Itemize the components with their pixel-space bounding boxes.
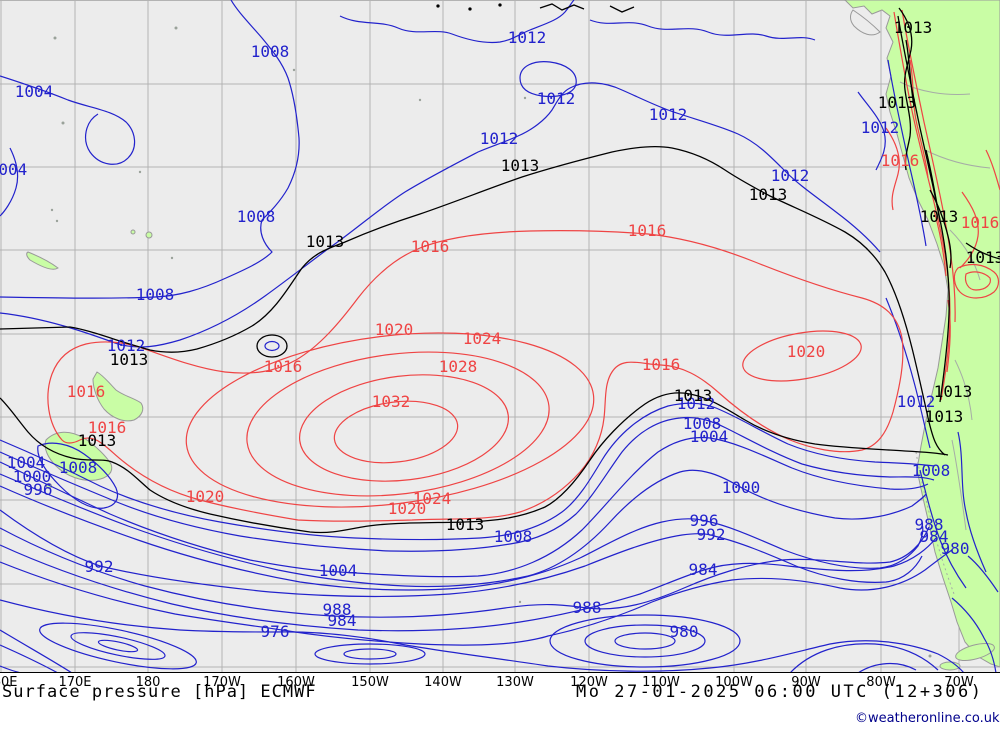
xtick-80W: 80W [866, 675, 896, 690]
isobar-label-1008: 1008 [135, 285, 175, 304]
land-new-caledonia [26, 251, 59, 270]
isobar-label-1013: 1013 [933, 382, 973, 401]
isobar-label-1000: 1000 [12, 467, 52, 486]
isobar-label-984: 984 [919, 527, 949, 546]
xtick-140W: 140W [424, 675, 462, 690]
isobar-label-1008: 1008 [58, 458, 98, 477]
isobar-label-1016: 1016 [263, 357, 303, 376]
isobar-label-996: 996 [689, 511, 719, 530]
isobar-label-1020: 1020 [786, 342, 826, 361]
isobar-label-996: 996 [23, 480, 53, 499]
isobar-label-1016: 1016 [66, 382, 106, 401]
isobars-high [47, 9, 1000, 522]
isobar-label-1013: 1013 [748, 185, 788, 204]
sea-notch-caribbean [850, 9, 881, 36]
xtick-100W: 100W [715, 675, 753, 690]
xtick-180: 180 [135, 675, 161, 690]
isobar-label-1020: 1020 [185, 487, 225, 506]
isobar-label-1008: 1008 [493, 527, 533, 546]
xtick-70W: 70W [944, 675, 974, 690]
copyright-link[interactable]: ©weatheronline.co.uk [855, 711, 1000, 726]
xtick-170W: 170W [203, 675, 241, 690]
isobar-label-1028: 1028 [438, 357, 478, 376]
isobar-label-980: 980 [940, 539, 970, 558]
landmasses [26, 0, 1000, 671]
isobar-label-1013: 1013 [924, 407, 964, 426]
isobar-label-1016: 1016 [627, 221, 667, 240]
map-graphics [0, 0, 1000, 673]
isobar-label-1004: 1004 [689, 427, 729, 446]
isobar-label-1024: 1024 [412, 489, 452, 508]
isobar-label-988: 988 [572, 598, 602, 617]
land-se-island [955, 642, 995, 662]
isobar-label-1016: 1016 [87, 418, 127, 437]
xtick-160W: 160W [277, 675, 315, 690]
isobar-label-1008: 1008 [250, 42, 290, 61]
isobar-label-1004: 1004 [318, 561, 358, 580]
isobars-reference [0, 3, 1000, 534]
xtick-130W: 130W [496, 675, 534, 690]
isobar-label-1020: 1020 [374, 320, 414, 339]
isobar-label-1016: 1016 [880, 151, 920, 170]
isobar-label-1016: 1016 [641, 355, 681, 374]
isobar-label-1016: 1016 [410, 237, 450, 256]
isobar-label-1012: 1012 [770, 166, 810, 185]
xtick-150W: 150W [351, 675, 389, 690]
isobar-label-1013: 1013 [109, 350, 149, 369]
isobar-label-1012: 1012 [860, 118, 900, 137]
isobar-label-1012: 1012 [479, 129, 519, 148]
isobar-label-984: 984 [688, 560, 718, 579]
map-canvas: 1004100810041008101210121012101210121012… [0, 0, 1000, 673]
isobar-label-1012: 1012 [536, 89, 576, 108]
xtick-90W: 90W [791, 675, 821, 690]
isobar-label-1024: 1024 [462, 329, 502, 348]
isobar-label-980: 980 [669, 622, 699, 641]
isobar-label-1013: 1013 [305, 232, 345, 251]
isobar-label-984: 984 [327, 611, 357, 630]
valid-time-label: Mo 27-01-2025 06:00 UTC (12+306) [576, 682, 984, 702]
isobar-label-1013: 1013 [500, 156, 540, 175]
isobar-label-988: 988 [322, 600, 352, 619]
isobar-label-1008: 1008 [236, 207, 276, 226]
isobar-label-1012: 1012 [896, 392, 936, 411]
isobar-label-1013: 1013 [673, 386, 713, 405]
land-south-america [844, 0, 1000, 668]
isobar-label-1013: 1013 [893, 18, 933, 37]
xtick-120W: 120W [570, 675, 608, 690]
isobar-label-976: 976 [260, 622, 290, 641]
isobars-low [0, 0, 999, 673]
country-borders [899, 81, 991, 595]
land-nz-north-island [92, 371, 144, 422]
isobar-label-1012: 1012 [106, 336, 146, 355]
isobar-label-1004: 1004 [0, 160, 28, 179]
isobar-label-1013: 1013 [877, 93, 917, 112]
isobar-label-1000: 1000 [721, 478, 761, 497]
island-specks [50, 26, 932, 658]
isobar-label-1004: 1004 [6, 453, 46, 472]
xtick-170E: 170E [58, 675, 92, 690]
isobar-label-992: 992 [84, 557, 114, 576]
isobar-label-1004: 1004 [14, 82, 54, 101]
isobar-label-1012: 1012 [507, 28, 547, 47]
isobar-label-1020: 1020 [387, 499, 427, 518]
land-fiji [145, 231, 153, 239]
xtick-110W: 110W [642, 675, 680, 690]
product-title: Surface pressure [hPa] ECMWF [2, 682, 317, 702]
isobar-label-1012: 1012 [676, 394, 716, 413]
isobar-label-1016: 1016 [960, 213, 1000, 232]
isobar-label-992: 992 [696, 525, 726, 544]
xtick-160E: 160E [0, 675, 18, 690]
isobar-label-1012: 1012 [648, 105, 688, 124]
isobar-label-988: 988 [914, 515, 944, 534]
land-fiji-2 [130, 229, 136, 235]
isobar-label-1013: 1013 [965, 248, 1000, 267]
isobar-label-1032: 1032 [371, 392, 411, 411]
isobar-label-1013: 1013 [445, 515, 485, 534]
isobar-label-1013: 1013 [919, 207, 959, 226]
isobar-label-1013: 1013 [77, 431, 117, 450]
isobar-label-1008: 1008 [682, 414, 722, 433]
isobar-label-1008: 1008 [911, 461, 951, 480]
